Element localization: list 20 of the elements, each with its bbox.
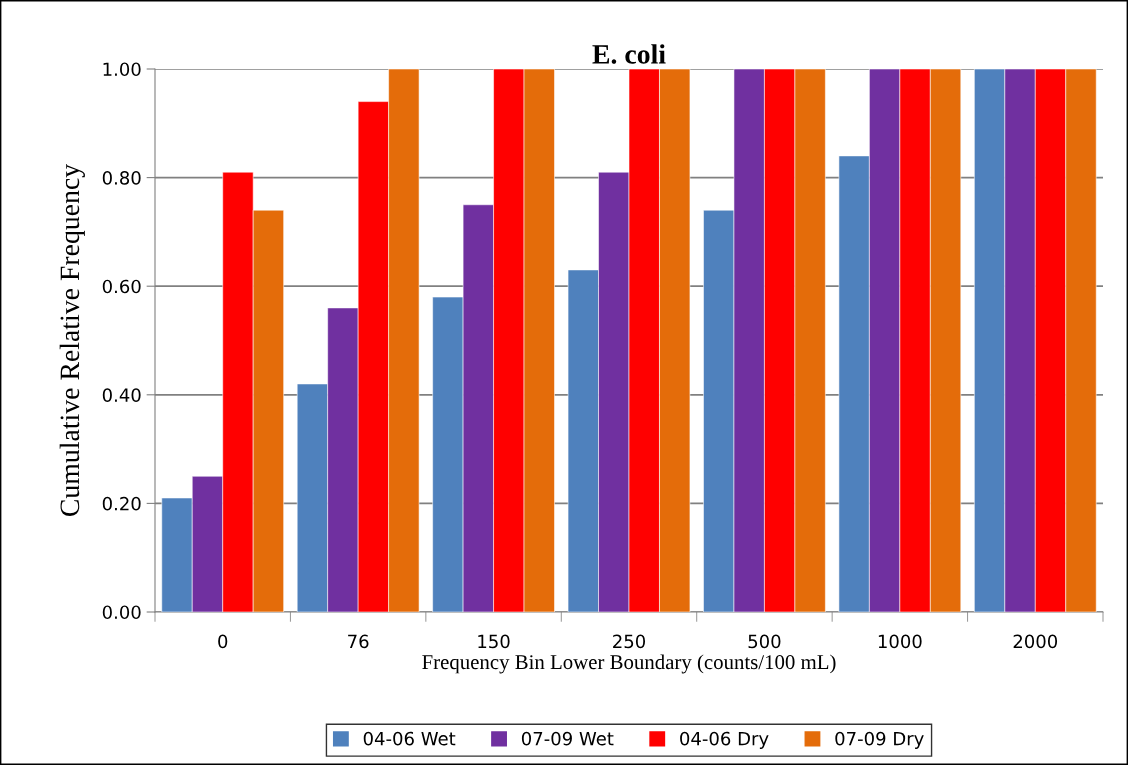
- legend-label: 07-09 Dry: [835, 731, 924, 749]
- y-tick-label: 1.00: [103, 62, 141, 77]
- legend-label: 07-09 Wet: [521, 731, 614, 746]
- y-tick-label: 0.00: [102, 605, 141, 620]
- x-tick-label: 150: [478, 634, 510, 649]
- x-tick-label: 2000: [1013, 634, 1058, 649]
- legend-label: 04-06 Wet: [363, 731, 456, 746]
- x-tick-label: 0: [218, 634, 228, 649]
- x-tick-label: 500: [748, 634, 781, 649]
- legend-label: 04-06 Dry: [680, 731, 769, 749]
- y-tick-label: 0.20: [102, 496, 141, 511]
- y-axis-title: Cumulative Relative Frequency: [59, 163, 85, 517]
- x-tick-label: 1000: [878, 634, 922, 649]
- x-axis-title: Frequency Bin Lower Boundary (counts/100 mL): [422, 654, 836, 674]
- chart-title: E. coli: [592, 44, 666, 64]
- y-tick-label: 0.40: [102, 388, 141, 402]
- x-tick-label: 76: [348, 634, 369, 649]
- y-tick-label: 0.60: [102, 279, 141, 294]
- x-tick-label: 250: [613, 634, 646, 649]
- y-tick-label: 0.80: [102, 171, 141, 185]
